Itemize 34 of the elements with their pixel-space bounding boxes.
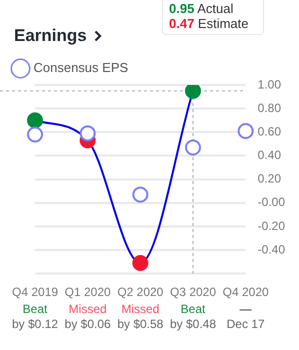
- text: —: [240, 302, 252, 316]
- text: 0.47 Estimate: [169, 16, 250, 31]
- y-tick-label: 0.80: [258, 100, 282, 115]
- y-tick-label: 0.60: [258, 124, 282, 138]
- x-tick-label: Q4 2019: [12, 285, 58, 300]
- text: 0.95 Actual: [169, 1, 234, 16]
- y-tick-label: 0.20: [258, 172, 282, 186]
- x-tick-label: Q3 2020: [170, 285, 216, 300]
- point: [80, 125, 96, 142]
- x-tick-label: Q1 2020: [64, 285, 112, 300]
- point: [27, 126, 44, 143]
- text: by $0.58: [117, 316, 164, 331]
- text: by $0.06: [64, 316, 112, 331]
- y-tick-label: 0.40: [258, 148, 282, 162]
- text: Beat: [22, 302, 48, 316]
- point: [184, 139, 201, 156]
- point: [132, 186, 148, 203]
- y-tick-label: -0.20: [258, 218, 286, 233]
- x-tick-label: Q2 2020: [117, 285, 164, 300]
- text: Missed: [121, 302, 160, 316]
- chart-title: Earnings: [14, 26, 87, 46]
- legend-label: Consensus EPS: [34, 60, 128, 76]
- y-tick-label: -0.00: [258, 195, 286, 210]
- point: [27, 112, 44, 128]
- text: by $0.12: [12, 316, 58, 331]
- text: Beat: [180, 302, 206, 316]
- point: [132, 254, 148, 271]
- x-tick-label: Q4 2020: [222, 285, 269, 300]
- y-tick-label: -0.40: [258, 242, 286, 256]
- point: [238, 122, 254, 139]
- y-tick-label: 1.00: [258, 77, 282, 92]
- text: Missed: [68, 302, 107, 316]
- text: Dec 17: [226, 316, 265, 331]
- text: by $0.48: [170, 316, 216, 331]
